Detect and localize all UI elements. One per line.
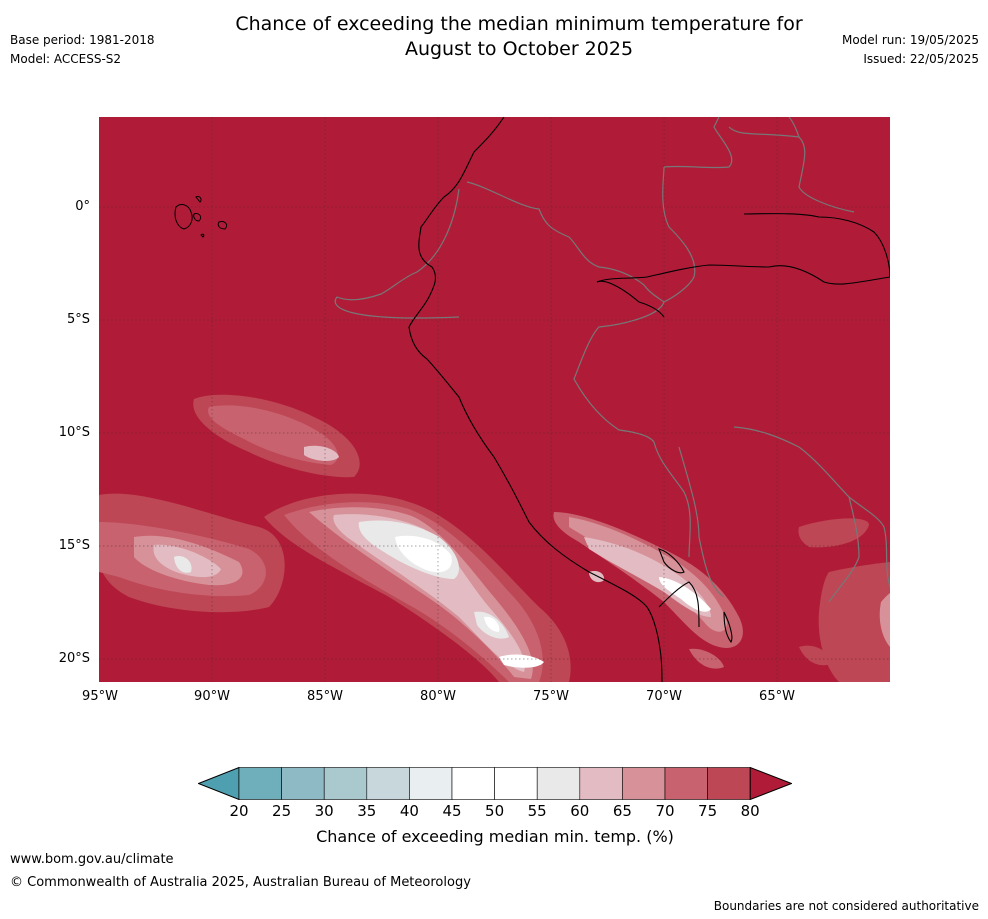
colorbar-tick-label: 35 — [357, 802, 377, 820]
colorbar-tick-label: 20 — [229, 802, 249, 820]
coastline — [408, 117, 890, 682]
lon-label-75w: 75°W — [533, 689, 569, 704]
colorbar-tick-label: 25 — [272, 802, 292, 820]
colorbar-tick-label: 45 — [442, 802, 462, 820]
country-borders — [334, 117, 890, 603]
meta-right: Model run: 19/05/2025 Issued: 22/05/2025 — [842, 31, 979, 69]
colorbar-segment — [579, 767, 623, 800]
lon-label-80w: 80°W — [420, 689, 456, 704]
map-title-line1: Chance of exceeding the median minimum t… — [235, 13, 803, 35]
colorbar-tick-label: 30 — [314, 802, 334, 820]
colorbar-segment — [494, 767, 538, 800]
lat-label-10s: 10°S — [58, 425, 90, 440]
colorbar-title: Chance of exceeding median min. temp. (%… — [316, 827, 674, 846]
issued-text: Issued: 22/05/2025 — [863, 52, 979, 66]
lat-label-0: 0° — [75, 199, 90, 214]
colorbar — [198, 767, 792, 800]
colorbar-segment — [536, 767, 581, 800]
colorbar-tick-label: 70 — [655, 802, 675, 820]
colorbar-segment — [451, 767, 495, 800]
map-title: Chance of exceeding the median minimum t… — [150, 12, 888, 62]
footer-copyright: © Commonwealth of Australia 2025, Austra… — [10, 875, 471, 890]
colorbar-segment — [409, 767, 453, 800]
colorbar-high-arrow — [749, 767, 792, 800]
contour-region-west — [99, 493, 285, 613]
lat-label-20s: 20°S — [58, 651, 90, 666]
base-period-text: Base period: 1981-2018 — [10, 33, 155, 47]
colorbar-segment — [323, 767, 368, 800]
forecast-map — [99, 117, 890, 682]
colorbar-segment — [622, 767, 666, 800]
lon-label-95w: 95°W — [82, 689, 118, 704]
colorbar-tick-label: 75 — [698, 802, 718, 820]
model-run-text: Model run: 19/05/2025 — [841, 33, 979, 47]
meta-left: Base period: 1981-2018 Model: ACCESS-S2 — [10, 31, 155, 69]
colorbar-tick-label: 40 — [399, 802, 419, 820]
lat-label-5s: 5°S — [66, 312, 90, 327]
lon-label-65w: 65°W — [759, 689, 795, 704]
colorbar-tick-label: 55 — [527, 802, 547, 820]
footer-url: www.bom.gov.au/climate — [10, 852, 174, 867]
footer-disclaimer: Boundaries are not considered authoritat… — [713, 899, 979, 913]
colorbar-tick-label: 50 — [485, 802, 505, 820]
colorbar-tick-label: 60 — [570, 802, 590, 820]
lon-label-85w: 85°W — [307, 689, 343, 704]
colorbar-segment — [664, 767, 708, 800]
galapagos-islands — [174, 196, 228, 238]
colorbar-low-arrow — [198, 767, 240, 800]
colorbar-segment — [707, 767, 751, 800]
colorbar-tick-label: 80 — [740, 802, 760, 820]
colorbar-segment — [238, 767, 282, 800]
lon-label-70w: 70°W — [646, 689, 682, 704]
model-text: Model: ACCESS-S2 — [10, 52, 122, 66]
map-title-line2: August to October 2025 — [404, 38, 634, 60]
contour-region-central — [264, 493, 571, 682]
colorbar-segment — [281, 767, 325, 800]
colorbar-tick-label: 65 — [612, 802, 632, 820]
contour-region-north — [193, 394, 360, 478]
colorbar-segment — [366, 767, 410, 800]
lat-label-15s: 15°S — [58, 538, 90, 553]
lon-label-90w: 90°W — [194, 689, 230, 704]
